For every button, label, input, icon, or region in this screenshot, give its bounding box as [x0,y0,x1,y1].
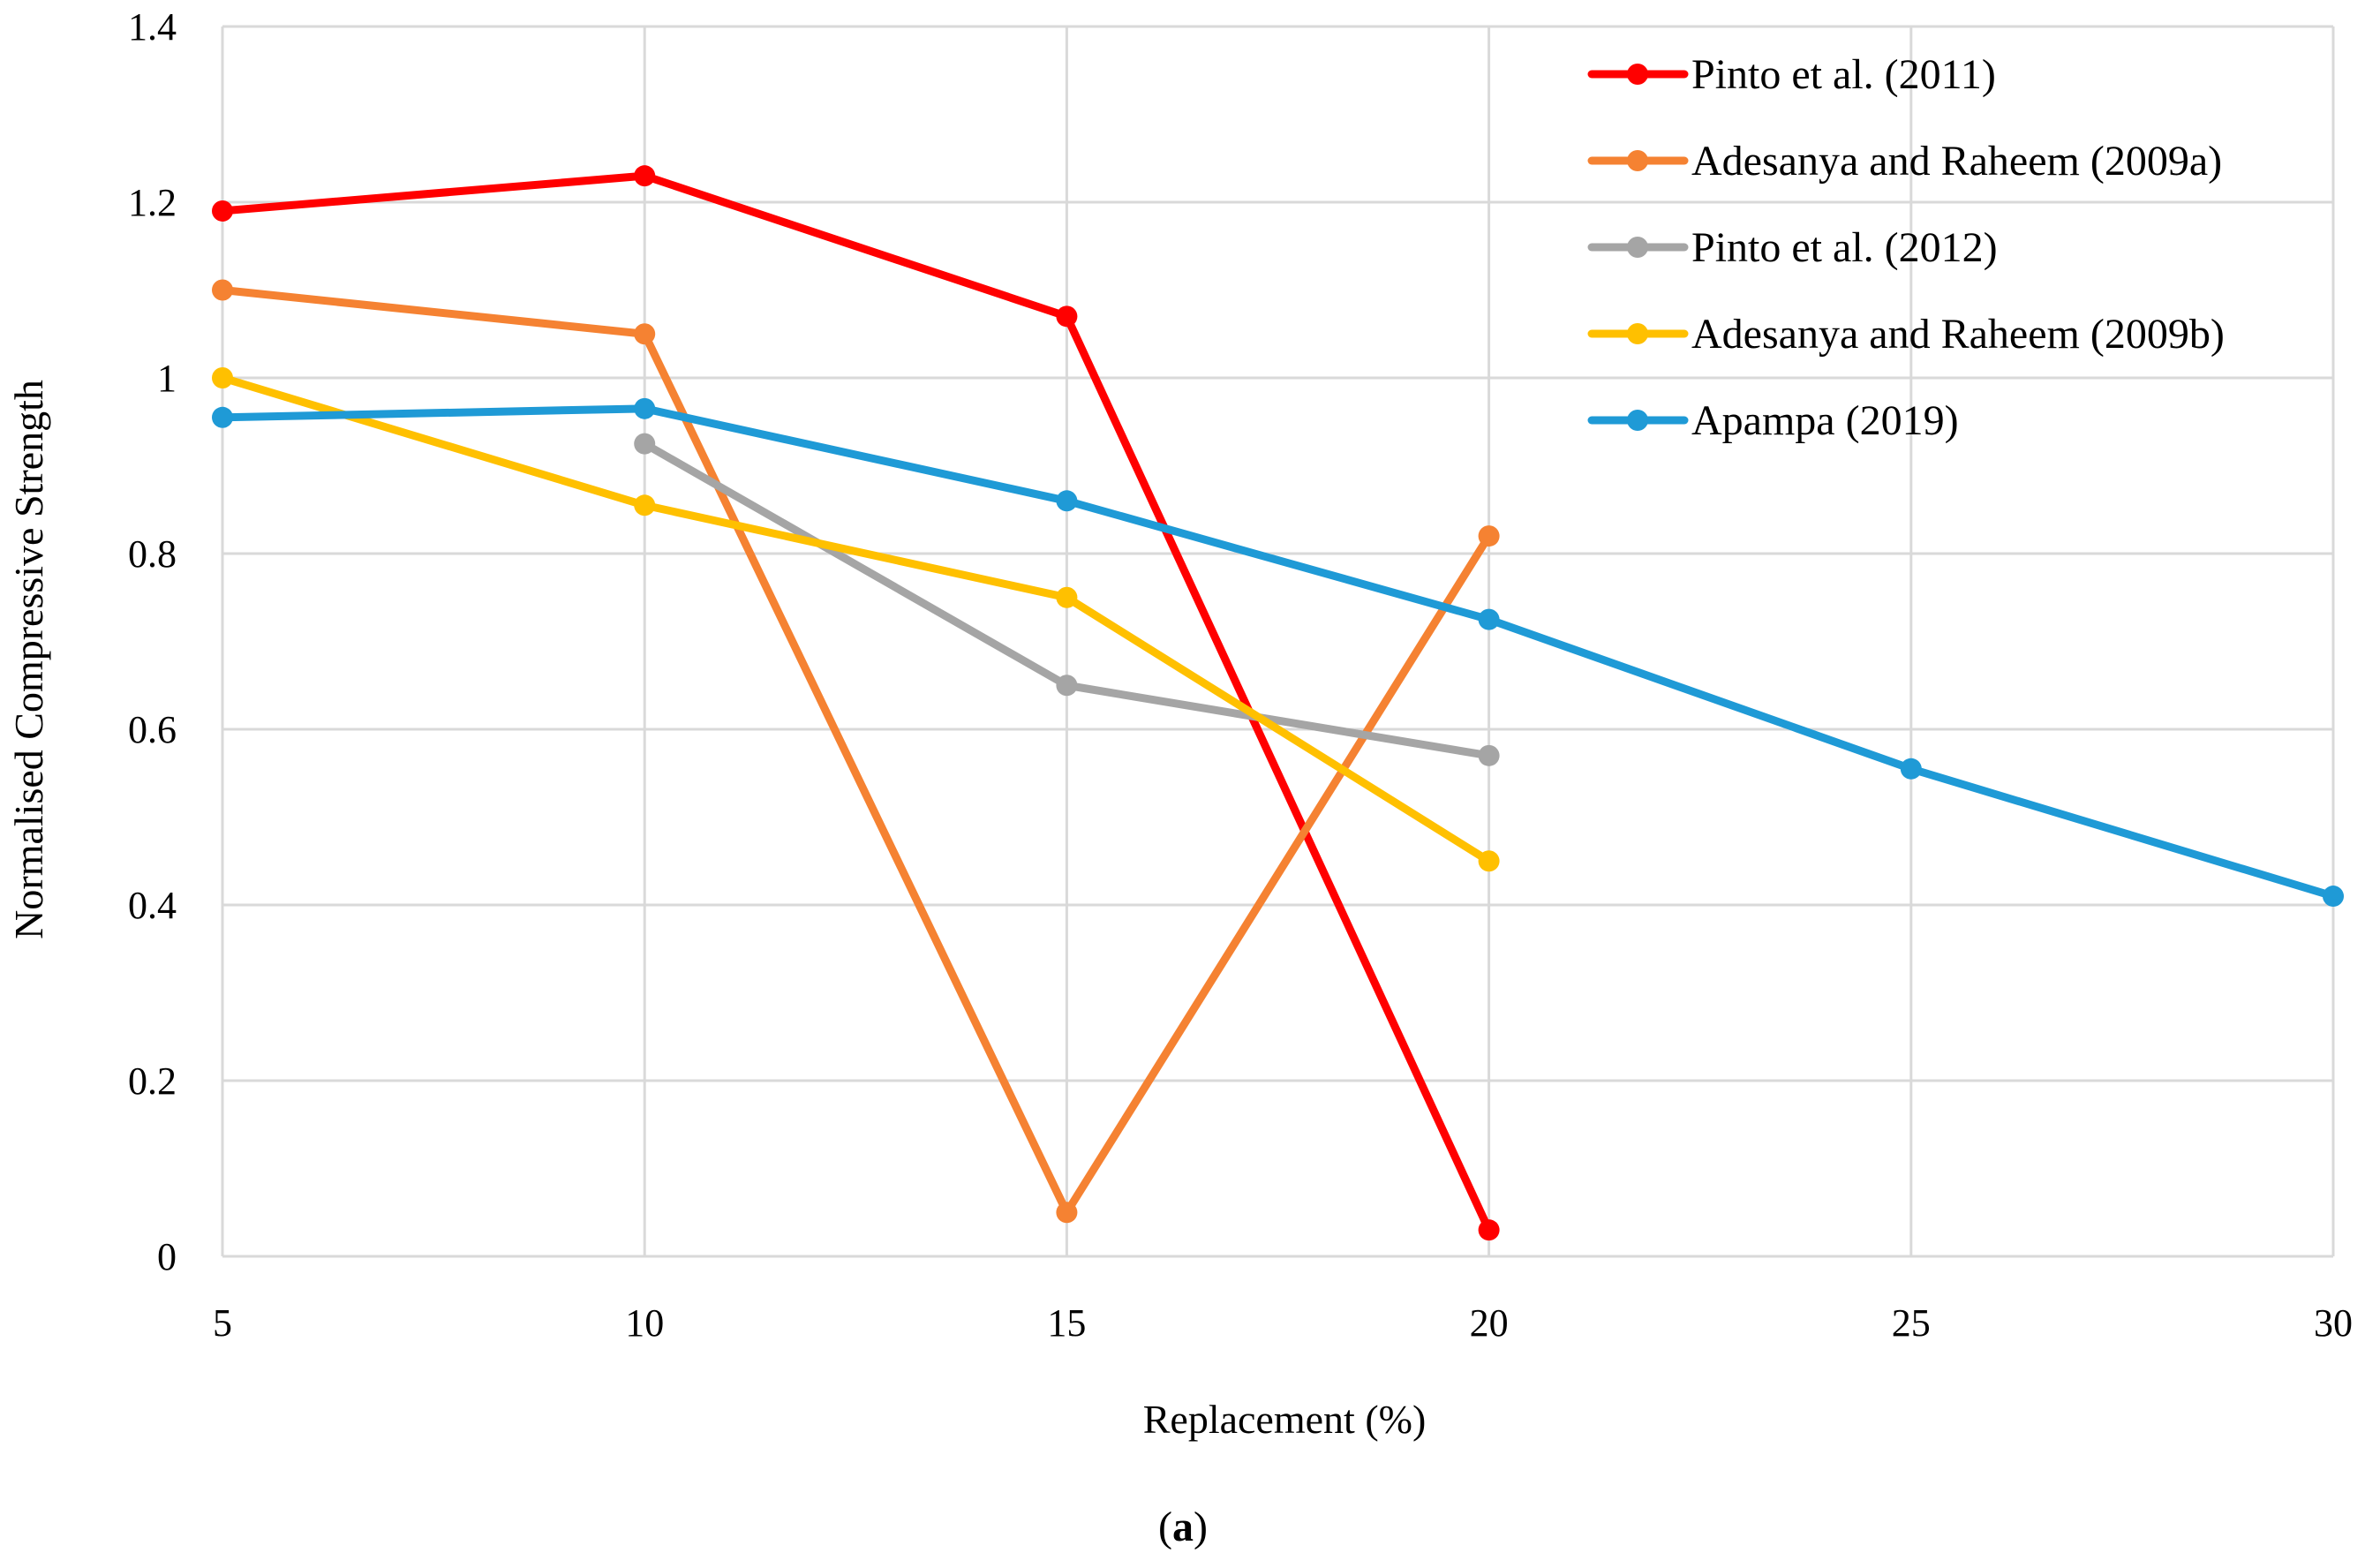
y-tick-label: 0 [157,1235,177,1278]
x-tick-label: 25 [1892,1301,1931,1345]
data-point [1056,586,1078,608]
legend-label: Pinto et al. (2012) [1691,224,1998,271]
data-point [1056,675,1078,697]
series-line [218,171,1494,1234]
x-tick-label: 5 [213,1301,232,1345]
legend-marker [1627,323,1648,344]
y-axis-ticks: 0 0.2 0.4 0.6 0.8 1 1.2 1.4 [128,5,177,1278]
series-2 [212,279,1500,1224]
y-tick-label: 1.4 [128,5,177,49]
data-point [212,200,233,222]
x-tick-label: 10 [625,1301,664,1345]
series-layer [212,165,2344,1241]
legend-item: Adesanya and Raheem (2009b) [1587,311,2225,358]
legend-marker [1627,64,1648,85]
legend-label: Pinto et al. (2011) [1691,51,1996,98]
x-axis-title: Replacement (%) [1143,1397,1427,1442]
legend-label: Apampa (2019) [1691,397,1959,444]
data-point [1056,305,1078,328]
data-point [1056,490,1078,512]
data-point [212,406,233,428]
legend-item: Pinto et al. (2011) [1587,51,1996,98]
y-tick-label: 1 [157,357,177,400]
legend-label: Adesanya and Raheem (2009a) [1691,138,2222,185]
legend-marker [1627,410,1648,431]
series-1 [212,165,1500,1241]
data-point [634,494,656,516]
data-point [634,323,656,345]
y-tick-label: 0.2 [128,1059,177,1103]
grid-lines [221,25,2335,1258]
data-point [1478,1219,1500,1241]
data-point [1478,744,1500,766]
data-point [634,165,656,187]
legend: Pinto et al. (2011) Adesanya and Raheem (… [1587,51,2225,444]
data-point [212,279,233,301]
y-tick-label: 1.2 [128,181,177,224]
x-tick-label: 30 [2314,1301,2353,1345]
series-5 [212,397,2344,908]
y-tick-label: 0.4 [128,884,177,927]
series-line [218,404,2338,901]
series-line [218,373,1494,865]
data-point [634,433,656,455]
caption-letter: a [1172,1504,1194,1550]
data-point [1056,1202,1078,1224]
data-point [1478,850,1500,872]
data-point [1478,525,1500,547]
data-point [1900,758,1922,780]
legend-item: Adesanya and Raheem (2009a) [1587,138,2222,185]
legend-marker [1627,150,1648,171]
legend-item: Pinto et al. (2012) [1587,224,1998,271]
y-axis-title: Normalised Compressive Strength [6,380,51,939]
legend-marker [1627,237,1648,258]
x-axis-ticks: 5 10 15 20 25 30 [213,1301,2353,1345]
series-4 [212,367,1500,872]
figure-caption: (a) [1158,1504,1208,1550]
series-line [218,286,1494,1217]
data-point [634,397,656,419]
legend-item: Apampa (2019) [1587,397,1959,444]
data-point [1478,608,1500,630]
data-point [2323,886,2344,908]
x-tick-label: 15 [1047,1301,1086,1345]
x-tick-label: 20 [1470,1301,1509,1345]
y-tick-label: 0.8 [128,532,177,576]
legend-label: Adesanya and Raheem (2009b) [1691,311,2225,358]
data-point [212,367,233,388]
series-3 [634,433,1500,766]
y-tick-label: 0.6 [128,708,177,751]
